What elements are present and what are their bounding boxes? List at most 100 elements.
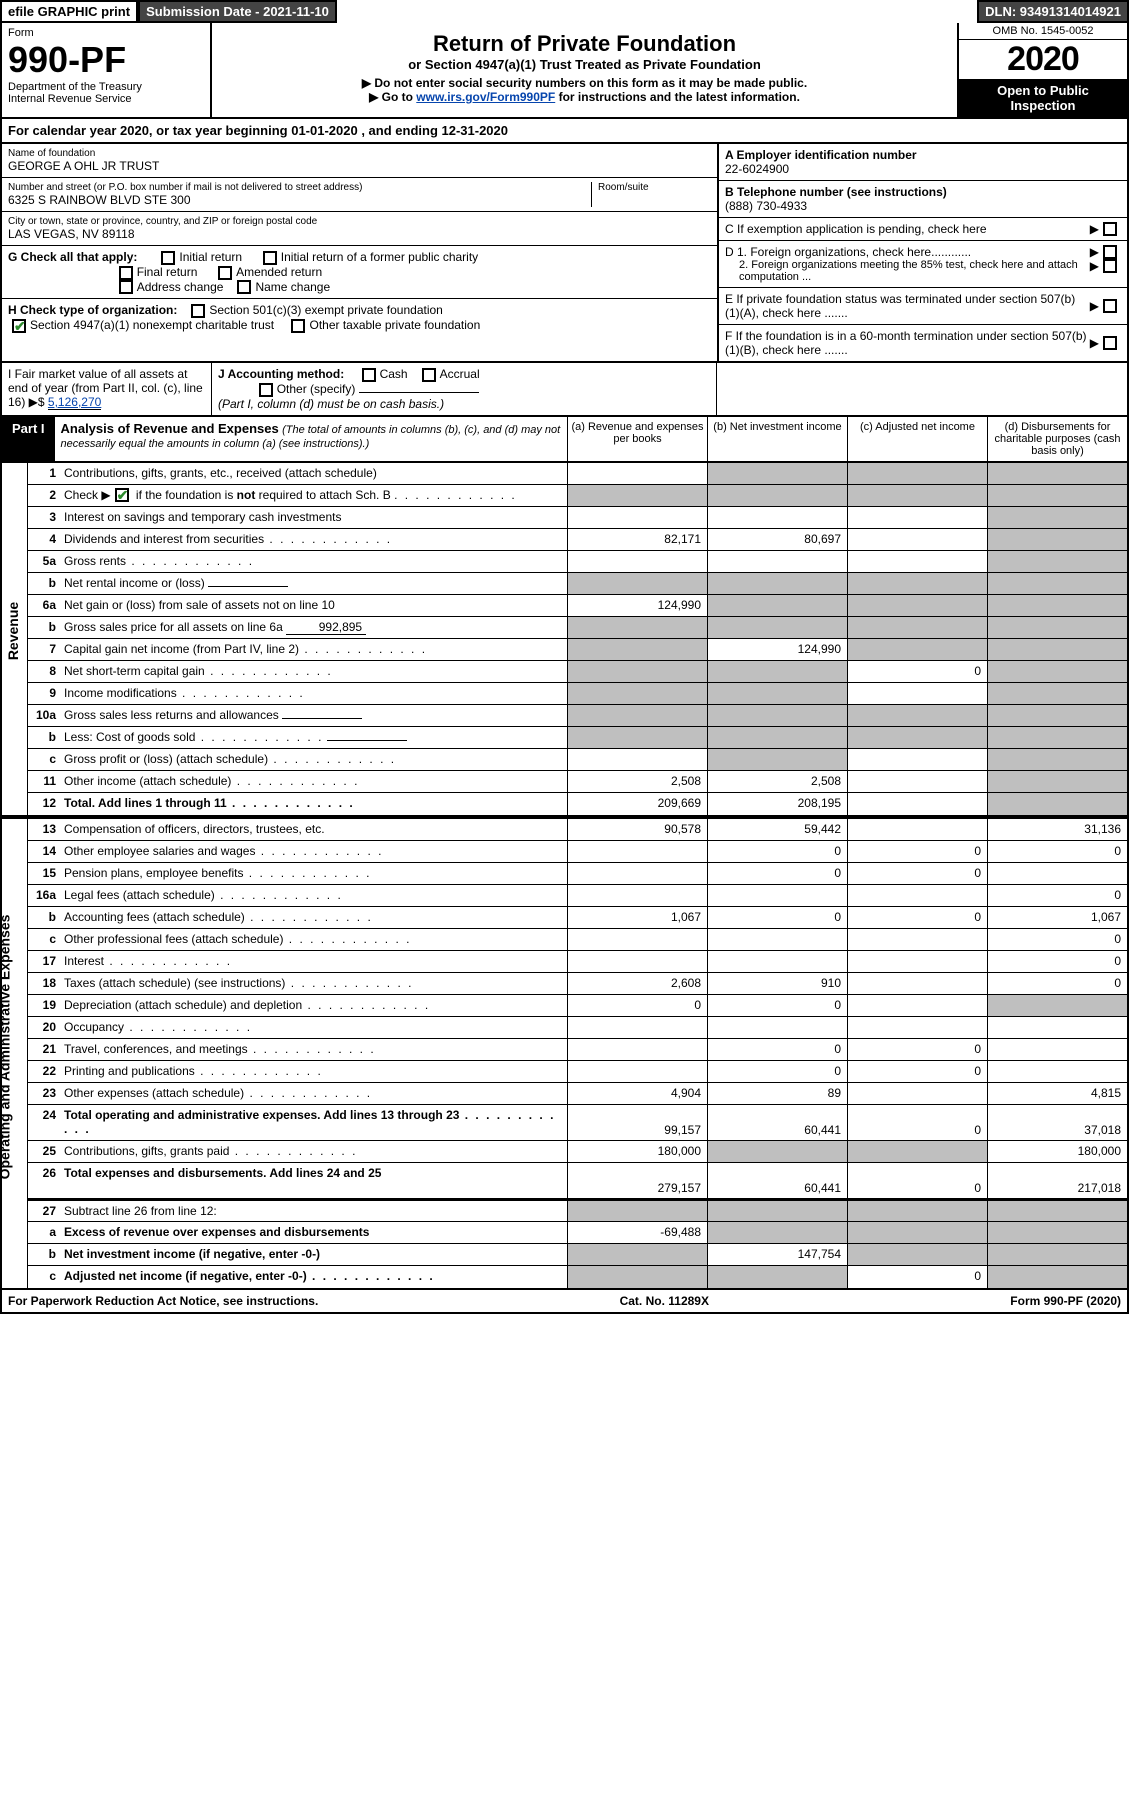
check-accrual[interactable]: [422, 368, 436, 382]
cell-d: [987, 749, 1127, 770]
cell-c: [847, 595, 987, 616]
cell-c: [847, 771, 987, 792]
check-initial-former[interactable]: [263, 251, 277, 265]
cell-a: 279,157: [567, 1163, 707, 1198]
cell-c: [847, 463, 987, 484]
cell-b: [707, 929, 847, 950]
cell-c: [847, 1222, 987, 1243]
cell-a: [567, 929, 707, 950]
cell-d: 0: [987, 951, 1127, 972]
cell-b: 208,195: [707, 793, 847, 815]
cell-d: [987, 551, 1127, 572]
cell-c: [847, 485, 987, 506]
row-desc: Taxes (attach schedule) (see instruction…: [60, 973, 567, 994]
revenue-vertical-label: Revenue: [2, 463, 28, 815]
row-15: 15Pension plans, employee benefits00: [28, 863, 1127, 885]
revenue-table: Revenue 1Contributions, gifts, grants, e…: [0, 463, 1129, 817]
row-desc: Other expenses (attach schedule): [60, 1083, 567, 1104]
cell-a: -69,488: [567, 1222, 707, 1243]
footer-left: For Paperwork Reduction Act Notice, see …: [8, 1294, 318, 1308]
check-d1[interactable]: [1103, 245, 1117, 259]
cell-c: [847, 639, 987, 660]
row-3: 3Interest on savings and temporary cash …: [28, 507, 1127, 529]
cell-b: [707, 885, 847, 906]
cell-c: [847, 551, 987, 572]
cell-d: [987, 727, 1127, 748]
row-desc: Gross rents: [60, 551, 567, 572]
initial-former-label: Initial return of a former public charit…: [281, 250, 478, 264]
dept-treasury: Department of the Treasury: [8, 81, 204, 93]
cell-a: 2,508: [567, 771, 707, 792]
cell-a: [567, 639, 707, 660]
check-other-method[interactable]: [259, 383, 273, 397]
address-label: Number and street (or P.O. box number if…: [8, 182, 591, 193]
cell-a: [567, 573, 707, 594]
row-desc: Income modifications: [60, 683, 567, 704]
check-final-return[interactable]: [119, 266, 133, 280]
room-label: Room/suite: [598, 182, 711, 193]
form-header-center: Return of Private Foundation or Section …: [212, 23, 957, 117]
row-desc: Net investment income (if negative, ente…: [60, 1244, 567, 1265]
part-i-label: Part I: [2, 417, 55, 461]
amended-return-label: Amended return: [236, 265, 322, 279]
instructions-link[interactable]: www.irs.gov/Form990PF: [416, 90, 555, 104]
cell-a: [567, 841, 707, 862]
check-address-change[interactable]: [119, 280, 133, 294]
row-21: 21Travel, conferences, and meetings00: [28, 1039, 1127, 1061]
cell-d: [987, 995, 1127, 1016]
check-initial-return[interactable]: [161, 251, 175, 265]
row-20: 20Occupancy: [28, 1017, 1127, 1039]
cell-c: 0: [847, 1163, 987, 1198]
row-11: 11Other income (attach schedule)2,5082,5…: [28, 771, 1127, 793]
ein-value: 22-6024900: [725, 162, 1121, 176]
cell-c: [847, 929, 987, 950]
cell-a: [567, 1201, 707, 1221]
cell-d: [987, 683, 1127, 704]
cell-d: 0: [987, 929, 1127, 950]
efile-top-bar: efile GRAPHIC print Submission Date - 20…: [0, 0, 1129, 23]
opt-other-taxable-label: Other taxable private foundation: [309, 318, 480, 332]
cell-a: 1,067: [567, 907, 707, 928]
cell-a: [567, 1061, 707, 1082]
row-desc: Gross sales less returns and allowances: [60, 705, 567, 726]
check-f[interactable]: [1103, 336, 1117, 350]
form-header: Form 990-PF Department of the Treasury I…: [0, 23, 1129, 119]
expenses-text: Operating and Administrative Expenses: [0, 914, 12, 1179]
cell-a: [567, 863, 707, 884]
check-sch-b[interactable]: [115, 488, 129, 502]
row-desc: Other employee salaries and wages: [60, 841, 567, 862]
row-desc: Contributions, gifts, grants paid: [60, 1141, 567, 1162]
check-cash[interactable]: [362, 368, 376, 382]
check-4947a1[interactable]: [12, 319, 26, 333]
fmv-amount-link[interactable]: 5,126,270: [48, 395, 101, 410]
check-other-taxable[interactable]: [291, 319, 305, 333]
cell-c: 0: [847, 907, 987, 928]
row-num: 22: [28, 1061, 60, 1082]
check-amended-return[interactable]: [218, 266, 232, 280]
row-desc: Less: Cost of goods sold: [60, 727, 567, 748]
cell-d: [987, 1266, 1127, 1288]
row-desc: Dividends and interest from securities: [60, 529, 567, 550]
row-5a: 5aGross rents: [28, 551, 1127, 573]
cell-b: 0: [707, 1061, 847, 1082]
row-num: 27: [28, 1201, 60, 1221]
check-c-exemption[interactable]: [1103, 222, 1117, 236]
check-e[interactable]: [1103, 299, 1117, 313]
cell-b: [707, 1201, 847, 1221]
cell-b: 910: [707, 973, 847, 994]
cell-a: 90,578: [567, 819, 707, 840]
check-d2[interactable]: [1103, 259, 1117, 273]
cell-b: 80,697: [707, 529, 847, 550]
cell-a: 99,157: [567, 1105, 707, 1140]
row-desc: Legal fees (attach schedule): [60, 885, 567, 906]
check-name-change[interactable]: [237, 280, 251, 294]
cell-c: [847, 683, 987, 704]
row-26: 26Total expenses and disbursements. Add …: [28, 1163, 1127, 1199]
cell-a: [567, 617, 707, 638]
check-501c3[interactable]: [191, 304, 205, 318]
cell-c: [847, 1017, 987, 1038]
f-label: F If the foundation is in a 60-month ter…: [725, 329, 1090, 357]
row-desc: Travel, conferences, and meetings: [60, 1039, 567, 1060]
cell-c: 0: [847, 863, 987, 884]
cell-d: [987, 793, 1127, 815]
